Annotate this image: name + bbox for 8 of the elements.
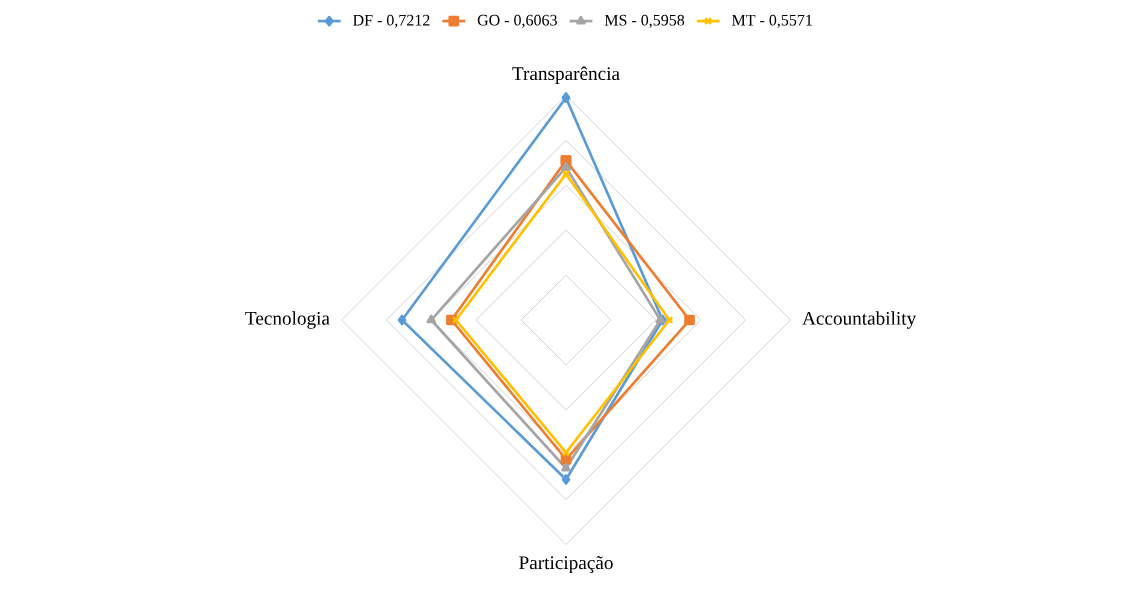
legend-label: GO - 0,6063 bbox=[477, 14, 557, 28]
spoke-label: Tecnologia bbox=[245, 311, 330, 329]
legend-label: MS - 0,5958 bbox=[604, 14, 685, 28]
spoke-label: Accountability bbox=[802, 311, 917, 329]
spoke-label: Participação bbox=[519, 556, 613, 574]
spoke-label: Transparência bbox=[512, 66, 620, 84]
legend-label: MT - 0,5571 bbox=[731, 14, 812, 28]
legend-label: DF - 0,7212 bbox=[353, 14, 430, 28]
